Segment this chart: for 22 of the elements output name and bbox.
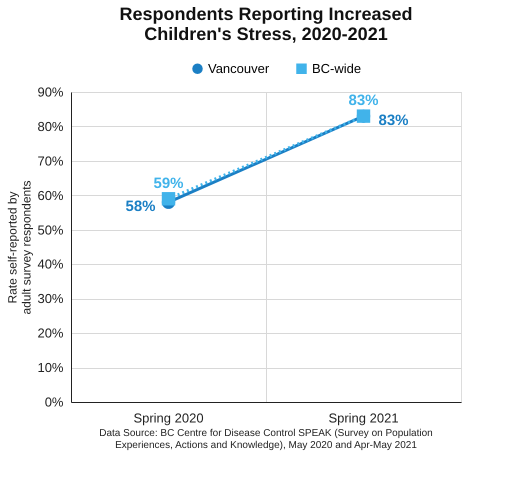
source-note: Data Source: BC Centre for Disease Control SPEAK (Survey on Population Experiences, Actions and Knowledge), May 2020 and Apr-May 2021 <box>99 428 433 451</box>
data-label: 58% <box>125 198 156 216</box>
x-tick-label: Spring 2020 <box>133 410 204 426</box>
y-tick-label: 60% <box>37 188 64 203</box>
y-tick-label: 40% <box>37 256 64 272</box>
data-label: 83% <box>378 112 409 130</box>
data-label: 59% <box>153 174 184 192</box>
chart-title: Respondents Reporting Increased Children's Stress, 2020-2021 <box>119 4 413 44</box>
y-tick-label: 0% <box>44 394 64 410</box>
point <box>162 192 176 206</box>
y-tick-label: 10% <box>37 360 64 376</box>
legend-label: BC-wide <box>312 60 362 76</box>
y-axis-title: Rate self-reported by adult survey respondents <box>5 180 34 315</box>
x-tick-label: Spring 2021 <box>328 410 399 426</box>
y-tick-label: 30% <box>37 291 64 306</box>
y-tick-label: 70% <box>37 153 64 168</box>
y-tick-label: 80% <box>37 118 64 134</box>
y-tick-label: 20% <box>37 326 64 341</box>
y-tick-label: 90% <box>37 84 64 100</box>
data-label: 83% <box>348 92 379 110</box>
y-tick-label: 50% <box>37 222 64 238</box>
legend-label: Vancouver <box>208 60 270 76</box>
